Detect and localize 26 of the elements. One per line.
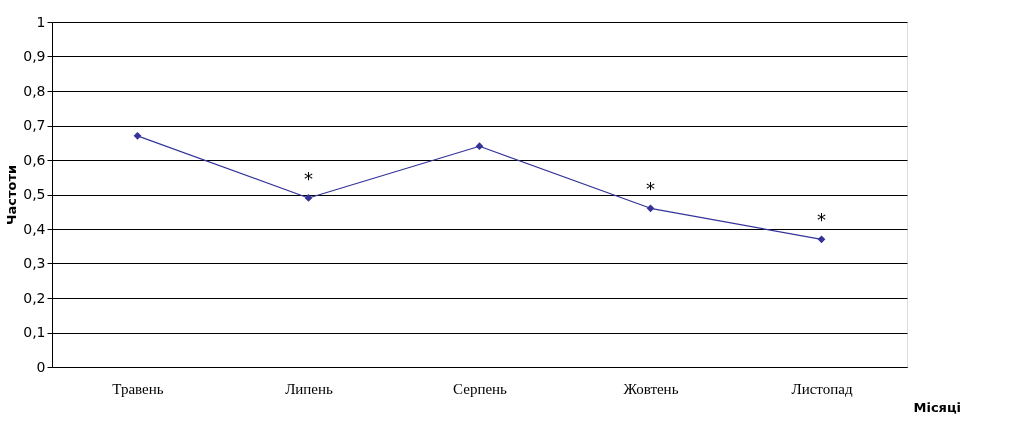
y-tick-label: 0,1 [23,324,46,340]
point [475,142,484,151]
y-tick-label: 0,3 [23,255,46,271]
x-tick-label: Серпень [453,380,508,397]
point [646,204,655,213]
y-tick-label: 0,4 [23,220,46,237]
y-tick-label: 0,6 [23,151,46,168]
point [304,194,313,202]
x-tick-label: Липень [285,380,334,397]
y-tick-label: 0,9 [23,48,46,64]
point [133,131,142,140]
y-tick-label: 0,7 [23,117,46,133]
x-axis-title: Місяці [913,399,962,415]
y-axis-title: Частоти [4,164,20,226]
y-tick-label: 0,5 [23,186,46,202]
x-tick-label: Листопад [791,380,853,397]
annotation: * [817,209,826,231]
y-tick-label: 1 [36,13,46,30]
annotation: * [646,178,655,200]
x-tick-label: Жовтень [623,380,679,397]
y-tick-label: 0 [36,358,46,375]
x-tick-label: Травень [112,380,164,397]
annotation: * [304,167,313,189]
point [817,235,826,244]
y-tick-label: 0,2 [23,289,46,306]
y-tick-label: 0,8 [23,82,46,99]
